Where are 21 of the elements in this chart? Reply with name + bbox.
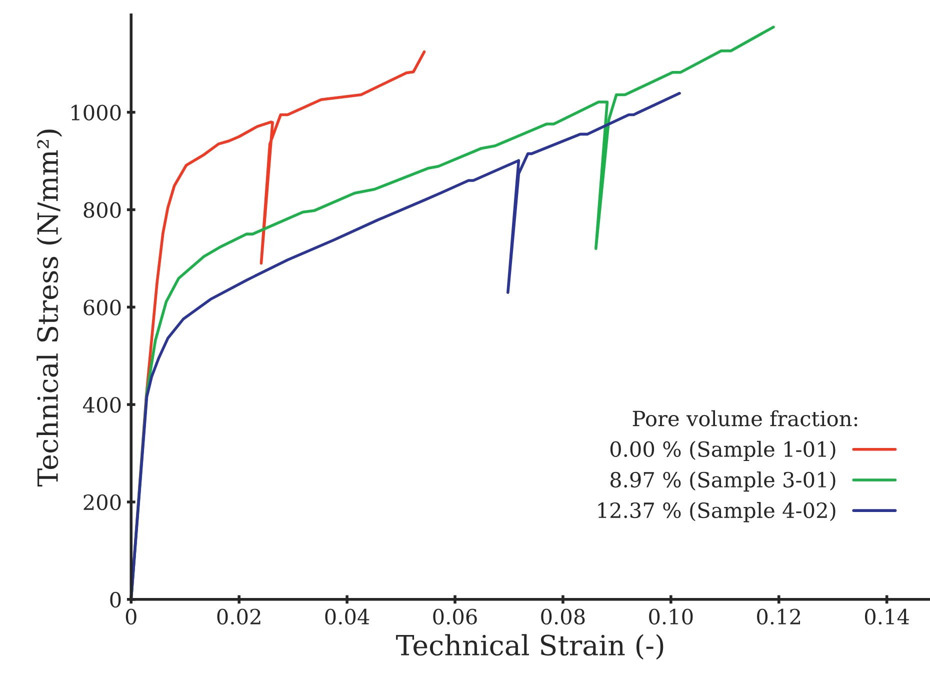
legend-title: Pore volume fraction: [632, 410, 858, 426]
x-tick-label: 0.02 [217, 608, 260, 625]
x-tick-label: 0.08 [541, 608, 585, 625]
y-tick-label: 1000 [72, 104, 121, 120]
legend-label: 0.00 % (Sample 1-01) [610, 440, 836, 462]
x-tick-label: 0 [126, 608, 136, 625]
y-tick-label: 0 [110, 592, 121, 608]
y-tick-label: 400 [82, 397, 121, 413]
x-tick-label: 0.12 [757, 608, 800, 625]
y-axis-title: Technical Stress (N/mm²) [36, 130, 62, 486]
x-tick-label: 0.04 [325, 608, 370, 625]
x-tick-label: 0.06 [433, 608, 477, 625]
legend-label: 8.97 % (Sample 3-01) [610, 471, 836, 492]
y-tick-label: 600 [84, 300, 121, 316]
line-series [131, 92, 681, 600]
x-tick-label: 0.10 [649, 608, 693, 625]
x-axis-title: Technical Strain (-) [396, 634, 664, 660]
legend-label: 12.37 % (Sample 4-02) [598, 502, 836, 522]
y-tick-label: 800 [84, 202, 121, 218]
x-tick-label: 0.14 [865, 608, 909, 625]
y-tick-label: 200 [84, 494, 121, 510]
